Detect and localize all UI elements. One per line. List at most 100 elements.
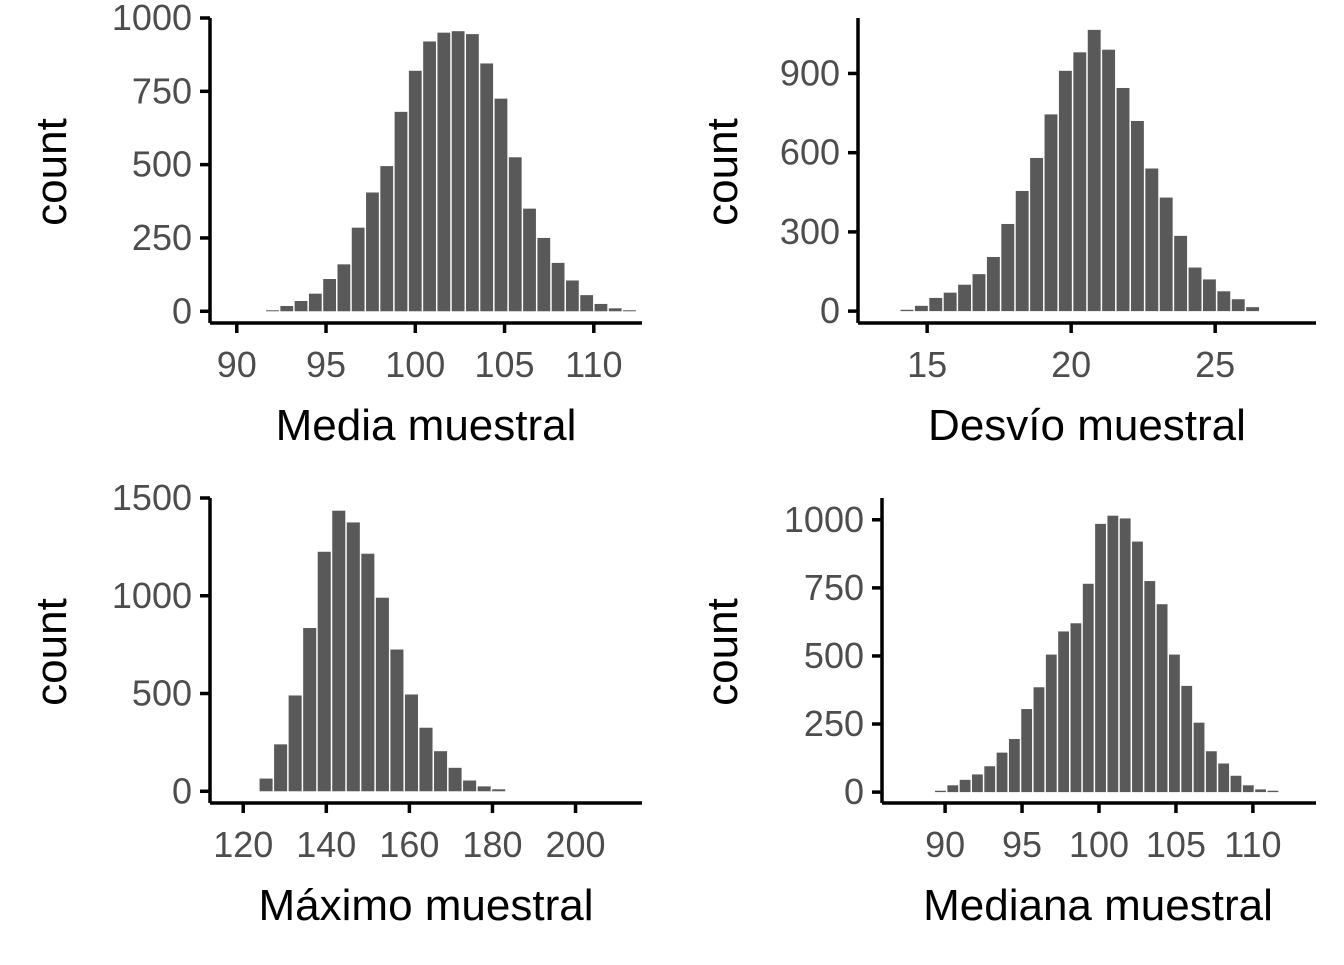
histogram-bar (1218, 763, 1230, 793)
y-tick-label: 0 (172, 770, 192, 811)
x-tick-label: 95 (306, 344, 346, 385)
histogram-bar (1217, 291, 1231, 312)
x-tick-label: 110 (565, 344, 622, 385)
histogram-bar (1058, 631, 1070, 793)
histogram-bar (332, 510, 346, 792)
histogram-bar (565, 280, 579, 312)
y-axis-title: count (698, 598, 747, 706)
histogram-bar (1087, 29, 1101, 312)
y-tick-label: 600 (780, 132, 840, 173)
x-tick-label: 25 (1195, 344, 1235, 385)
histogram-bar (1145, 168, 1159, 312)
histogram-bar (308, 293, 322, 312)
histogram-bars (259, 510, 506, 792)
histogram-bar (346, 522, 360, 792)
histogram-bar (984, 766, 996, 793)
histogram-bar (266, 310, 279, 312)
x-tick-label: 15 (907, 344, 947, 385)
y-tick-label: 900 (780, 52, 840, 93)
histogram-bar (1044, 114, 1058, 312)
histogram-bar (423, 41, 436, 312)
histogram-bar (1119, 518, 1131, 793)
histogram-bar (408, 70, 422, 312)
histogram-bar (1230, 775, 1242, 793)
x-tick-label: 110 (1224, 824, 1281, 865)
y-tick-label: 300 (780, 211, 840, 252)
histogram-bar (274, 744, 288, 792)
histogram-bar (1082, 583, 1094, 793)
histogram-bar (434, 751, 448, 792)
histogram-bar (929, 297, 943, 312)
histogram-bar (1144, 581, 1156, 793)
histogram-bar (375, 597, 389, 792)
y-tick-label: 750 (804, 567, 864, 608)
panel-desvio-muestral: Desvío muestral count 0 300 600 900 15 20 25 (698, 18, 1316, 450)
x-tick-label: 90 (217, 344, 257, 385)
x-tick-label: 105 (475, 344, 535, 385)
histogram-bar (1174, 235, 1188, 312)
histogram-bar (1070, 623, 1082, 793)
histogram-bars (900, 29, 1260, 312)
histogram-bar (986, 256, 1000, 312)
histogram-bar (608, 308, 622, 312)
histogram-bar (1102, 49, 1116, 312)
histogram-bar (1193, 722, 1205, 793)
histogram-bar (337, 264, 351, 312)
x-tick-label: 200 (545, 824, 605, 865)
x-tick-label: 160 (379, 824, 439, 865)
histogram-bar (972, 274, 986, 312)
histogram-bar (1015, 190, 1029, 312)
histogram-bar (1169, 654, 1180, 793)
panel-media-muestral: Media muestral count 0 250 500 750 1000 90 95 1… (27, 0, 642, 450)
histogram-bar (259, 778, 273, 792)
histogram-bar (1045, 654, 1057, 793)
x-axis-title: Máximo muestral (259, 881, 594, 930)
x-axis-title: Mediana muestral (923, 881, 1273, 930)
x-tick-label: 20 (1051, 344, 1091, 385)
histogram-bar (947, 785, 959, 793)
y-tick-label: 1000 (112, 575, 192, 616)
y-axis-title: count (698, 118, 747, 226)
y-tick-label: 500 (804, 635, 864, 676)
histogram-bar (463, 780, 477, 792)
histogram-bar (351, 227, 365, 312)
y-tick-label: 250 (804, 703, 864, 744)
histogram-bar (1255, 789, 1266, 793)
x-tick-label: 90 (925, 824, 965, 865)
x-tick-label: 180 (462, 824, 522, 865)
histogram-bar (380, 166, 394, 312)
x-tick-label: 100 (1069, 824, 1129, 865)
histogram-bar (594, 303, 608, 312)
x-tick-label: 95 (1002, 824, 1042, 865)
histogram-bar (477, 786, 491, 792)
y-tick-label: 1000 (112, 0, 192, 38)
histogram-bar (958, 284, 972, 312)
histogram-bar (323, 279, 336, 312)
histogram-bar (1205, 751, 1217, 793)
y-tick-label: 250 (132, 217, 192, 258)
histogram-bar (1188, 267, 1202, 312)
histogram-bar (1073, 52, 1087, 312)
x-tick-label: 100 (385, 344, 445, 385)
y-tick-label: 0 (172, 290, 192, 331)
histogram-bar (1246, 307, 1260, 312)
histogram-bar (972, 774, 983, 793)
histogram-bar (303, 628, 317, 792)
y-tick-label: 500 (132, 673, 192, 714)
histogram-bar (1058, 70, 1072, 312)
histogram-bar (288, 695, 302, 792)
histogram-bar (900, 309, 914, 312)
histogram-bar (366, 192, 379, 312)
y-axis-title: count (27, 598, 76, 706)
histogram-bar (492, 789, 506, 792)
histogram-bar (280, 305, 294, 312)
y-tick-label: 1500 (112, 477, 192, 518)
histogram-bar (1001, 223, 1015, 312)
y-tick-label: 500 (132, 144, 192, 185)
x-tick-label: 120 (213, 824, 273, 865)
histogram-bar (537, 237, 551, 312)
panel-mediana-muestral: Mediana muestral count 0 250 500 750 1000 90 9… (698, 498, 1316, 930)
histogram-bar (480, 63, 494, 312)
